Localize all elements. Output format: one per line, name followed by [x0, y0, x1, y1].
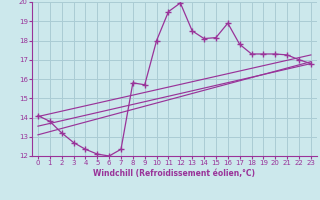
X-axis label: Windchill (Refroidissement éolien,°C): Windchill (Refroidissement éolien,°C): [93, 169, 255, 178]
